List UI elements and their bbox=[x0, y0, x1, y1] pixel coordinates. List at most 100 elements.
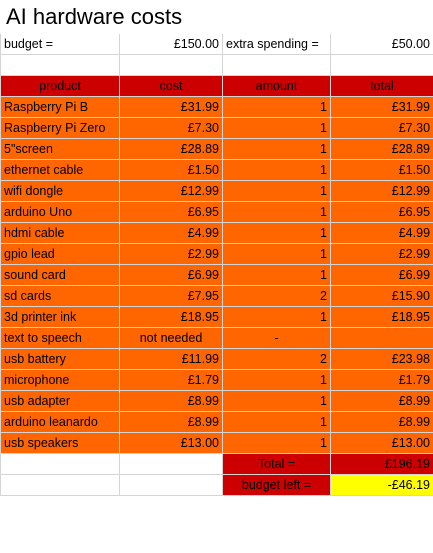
cost-cell[interactable]: £8.99 bbox=[119, 411, 223, 433]
total-cell[interactable]: £31.99 bbox=[329, 96, 433, 118]
cost-cell[interactable]: not needed bbox=[119, 327, 223, 349]
total-cell[interactable]: £6.99 bbox=[329, 264, 433, 286]
cost-cell[interactable]: £7.30 bbox=[119, 117, 223, 139]
total-cell[interactable]: £7.30 bbox=[329, 117, 433, 139]
total-cell[interactable]: £4.99 bbox=[329, 222, 433, 244]
empty-cell[interactable] bbox=[0, 474, 120, 496]
product-cell[interactable]: microphone bbox=[0, 369, 120, 391]
amount-cell[interactable]: 1 bbox=[222, 180, 331, 202]
total-cell[interactable]: £2.99 bbox=[329, 243, 433, 265]
table-row: arduino leanardo £8.99 1 £8.99 bbox=[0, 411, 433, 433]
amount-cell[interactable]: 1 bbox=[222, 138, 331, 160]
table-row: Raspberry Pi Zero £7.30 1 £7.30 bbox=[0, 117, 433, 139]
amount-cell[interactable]: 2 bbox=[222, 285, 331, 307]
header-product[interactable]: product bbox=[0, 75, 120, 97]
total-cell[interactable]: £18.95 bbox=[329, 306, 433, 328]
summary-budget-row: budget left = -£46.19 bbox=[0, 474, 433, 496]
amount-cell[interactable]: 1 bbox=[222, 264, 331, 286]
header-total[interactable]: total bbox=[329, 75, 433, 97]
product-cell[interactable]: sd cards bbox=[0, 285, 120, 307]
product-cell[interactable]: wifi dongle bbox=[0, 180, 120, 202]
product-cell[interactable]: usb speakers bbox=[0, 432, 120, 454]
product-cell[interactable]: sound card bbox=[0, 264, 120, 286]
table-row: sound card £6.99 1 £6.99 bbox=[0, 264, 433, 286]
total-cell[interactable]: £28.89 bbox=[329, 138, 433, 160]
table-row: 5"screen £28.89 1 £28.89 bbox=[0, 138, 433, 160]
product-cell[interactable]: usb battery bbox=[0, 348, 120, 370]
cost-cell[interactable]: £6.95 bbox=[119, 201, 223, 223]
empty-cell[interactable] bbox=[119, 453, 223, 475]
product-cell[interactable]: 5"screen bbox=[0, 138, 120, 160]
product-cell[interactable]: arduino Uno bbox=[0, 201, 120, 223]
cost-cell[interactable]: £7.95 bbox=[119, 285, 223, 307]
budget-row: budget = £150.00 extra spending = £50.00 bbox=[0, 33, 433, 55]
amount-cell[interactable]: 1 bbox=[222, 369, 331, 391]
cost-cell[interactable]: £4.99 bbox=[119, 222, 223, 244]
product-cell[interactable]: ethernet cable bbox=[0, 159, 120, 181]
amount-cell[interactable]: 1 bbox=[222, 411, 331, 433]
cost-cell[interactable]: £2.99 bbox=[119, 243, 223, 265]
empty-cell[interactable] bbox=[0, 54, 120, 76]
total-label-cell[interactable]: Total = bbox=[222, 453, 331, 475]
sheet-title[interactable]: AI hardware costs bbox=[0, 0, 433, 34]
cost-cell[interactable]: £28.89 bbox=[119, 138, 223, 160]
amount-cell[interactable]: 1 bbox=[222, 243, 331, 265]
spreadsheet-grid: AI hardware costs budget = £150.00 extra… bbox=[0, 0, 433, 496]
cost-cell[interactable]: £6.99 bbox=[119, 264, 223, 286]
budget-value-cell[interactable]: £150.00 bbox=[119, 33, 223, 55]
product-cell[interactable]: gpio lead bbox=[0, 243, 120, 265]
amount-cell[interactable]: 1 bbox=[222, 117, 331, 139]
header-amount[interactable]: amount bbox=[222, 75, 331, 97]
total-cell[interactable]: £13.00 bbox=[329, 432, 433, 454]
empty-cell[interactable] bbox=[119, 54, 223, 76]
grand-total-cell[interactable]: £196.19 bbox=[329, 453, 433, 475]
cost-cell[interactable]: £13.00 bbox=[119, 432, 223, 454]
empty-cell[interactable] bbox=[119, 474, 223, 496]
amount-cell[interactable]: 1 bbox=[222, 96, 331, 118]
total-cell[interactable]: £23.98 bbox=[329, 348, 433, 370]
empty-row bbox=[0, 54, 433, 76]
extra-spending-value-cell[interactable]: £50.00 bbox=[329, 33, 433, 55]
total-cell[interactable]: £1.79 bbox=[329, 369, 433, 391]
product-cell[interactable]: usb adapter bbox=[0, 390, 120, 412]
empty-cell[interactable] bbox=[222, 54, 331, 76]
amount-cell[interactable]: 1 bbox=[222, 159, 331, 181]
product-cell[interactable]: hdmi cable bbox=[0, 222, 120, 244]
amount-cell[interactable]: 1 bbox=[222, 222, 331, 244]
total-cell[interactable] bbox=[329, 327, 433, 349]
total-cell[interactable]: £8.99 bbox=[329, 390, 433, 412]
header-cost[interactable]: cost bbox=[119, 75, 223, 97]
amount-cell[interactable]: 2 bbox=[222, 348, 331, 370]
amount-cell[interactable]: - bbox=[222, 327, 331, 349]
budget-left-label-cell[interactable]: budget left = bbox=[222, 474, 331, 496]
total-cell[interactable]: £15.90 bbox=[329, 285, 433, 307]
table-row: usb speakers £13.00 1 £13.00 bbox=[0, 432, 433, 454]
cost-cell[interactable]: £18.95 bbox=[119, 306, 223, 328]
product-cell[interactable]: 3d printer ink bbox=[0, 306, 120, 328]
total-cell[interactable]: £1.50 bbox=[329, 159, 433, 181]
cost-cell[interactable]: £11.99 bbox=[119, 348, 223, 370]
product-cell[interactable]: Raspberry Pi B bbox=[0, 96, 120, 118]
cost-cell[interactable]: £8.99 bbox=[119, 390, 223, 412]
cost-cell[interactable]: £12.99 bbox=[119, 180, 223, 202]
empty-cell[interactable] bbox=[0, 453, 120, 475]
budget-label-cell[interactable]: budget = bbox=[0, 33, 120, 55]
amount-cell[interactable]: 1 bbox=[222, 432, 331, 454]
product-cell[interactable]: text to speech bbox=[0, 327, 120, 349]
total-cell[interactable]: £8.99 bbox=[329, 411, 433, 433]
cost-cell[interactable]: £31.99 bbox=[119, 96, 223, 118]
amount-cell[interactable]: 1 bbox=[222, 201, 331, 223]
cost-cell[interactable]: £1.79 bbox=[119, 369, 223, 391]
product-cell[interactable]: arduino leanardo bbox=[0, 411, 120, 433]
total-cell[interactable]: £6.95 bbox=[329, 201, 433, 223]
amount-cell[interactable]: 1 bbox=[222, 390, 331, 412]
title-row: AI hardware costs bbox=[0, 0, 433, 34]
table-row: arduino Uno £6.95 1 £6.95 bbox=[0, 201, 433, 223]
product-cell[interactable]: Raspberry Pi Zero bbox=[0, 117, 120, 139]
total-cell[interactable]: £12.99 bbox=[329, 180, 433, 202]
cost-cell[interactable]: £1.50 bbox=[119, 159, 223, 181]
budget-left-value-cell[interactable]: -£46.19 bbox=[329, 474, 433, 496]
empty-cell[interactable] bbox=[329, 54, 433, 76]
extra-spending-label-cell[interactable]: extra spending = bbox=[222, 33, 331, 55]
amount-cell[interactable]: 1 bbox=[222, 306, 331, 328]
